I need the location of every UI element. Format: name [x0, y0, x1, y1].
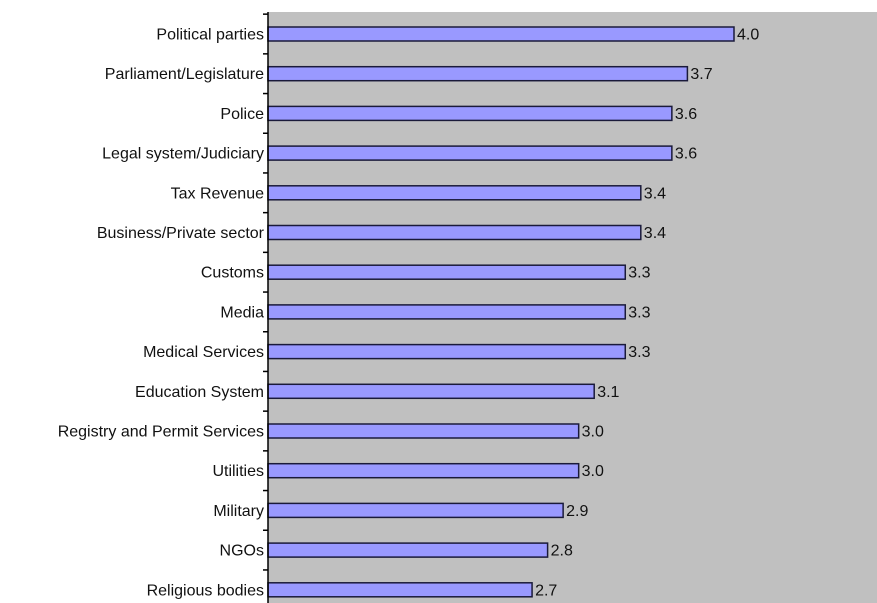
- category-label: Police: [220, 106, 264, 123]
- bar: [267, 65, 689, 82]
- category-label: Media: [220, 304, 264, 321]
- category-label: Utilities: [212, 463, 264, 480]
- bar: [267, 304, 627, 320]
- category-label: Political parties: [156, 27, 264, 44]
- value-label: 3.6: [675, 106, 697, 123]
- category-label: Military: [213, 503, 264, 520]
- tick-marks-layer: [263, 13, 268, 571]
- bar: [267, 423, 580, 439]
- value-label: 3.4: [644, 225, 666, 242]
- category-label: Tax Revenue: [171, 185, 264, 202]
- category-label: Medical Services: [143, 344, 264, 361]
- category-label: Customs: [201, 265, 264, 282]
- value-label: 3.0: [582, 424, 604, 441]
- bar: [267, 264, 627, 280]
- bar: [267, 185, 642, 201]
- value-label: 2.8: [551, 543, 573, 560]
- value-label: 3.3: [628, 344, 650, 361]
- value-label: 3.1: [597, 384, 619, 401]
- value-label: 3.6: [675, 146, 697, 163]
- category-label: NGOs: [220, 543, 264, 560]
- value-label: 2.9: [566, 503, 588, 520]
- bar: [267, 502, 564, 519]
- bar: [267, 145, 673, 161]
- value-label: 3.0: [582, 463, 604, 480]
- category-label: Legal system/Judiciary: [102, 146, 264, 163]
- value-label: 3.3: [628, 265, 650, 282]
- category-label: Religious bodies: [147, 582, 264, 599]
- bar: [267, 224, 642, 241]
- category-label: Parliament/Legislature: [105, 66, 264, 83]
- bar: [267, 105, 673, 122]
- value-label: 3.4: [644, 185, 666, 202]
- value-label: 4.0: [737, 27, 759, 44]
- value-label: 2.7: [535, 582, 557, 599]
- category-label: Registry and Permit Services: [58, 424, 264, 441]
- bar: [267, 462, 580, 479]
- bar: [267, 343, 627, 360]
- category-label: Business/Private sector: [97, 225, 265, 242]
- category-label: Education System: [135, 384, 264, 401]
- bar: [267, 542, 549, 558]
- bar: [267, 582, 533, 598]
- category-labels-layer: Political parties Parliament/Legislature P…: [58, 27, 265, 600]
- value-label: 3.7: [690, 66, 712, 83]
- value-labels-layer: 4.0 3.7 3.6 3.6 3.4 3.4 3.3 3.3 3.3 3.1 3.0 3.0 2.9 2…: [535, 27, 759, 600]
- bar: [267, 383, 595, 400]
- value-label: 3.3: [628, 304, 650, 321]
- bar: [267, 26, 735, 42]
